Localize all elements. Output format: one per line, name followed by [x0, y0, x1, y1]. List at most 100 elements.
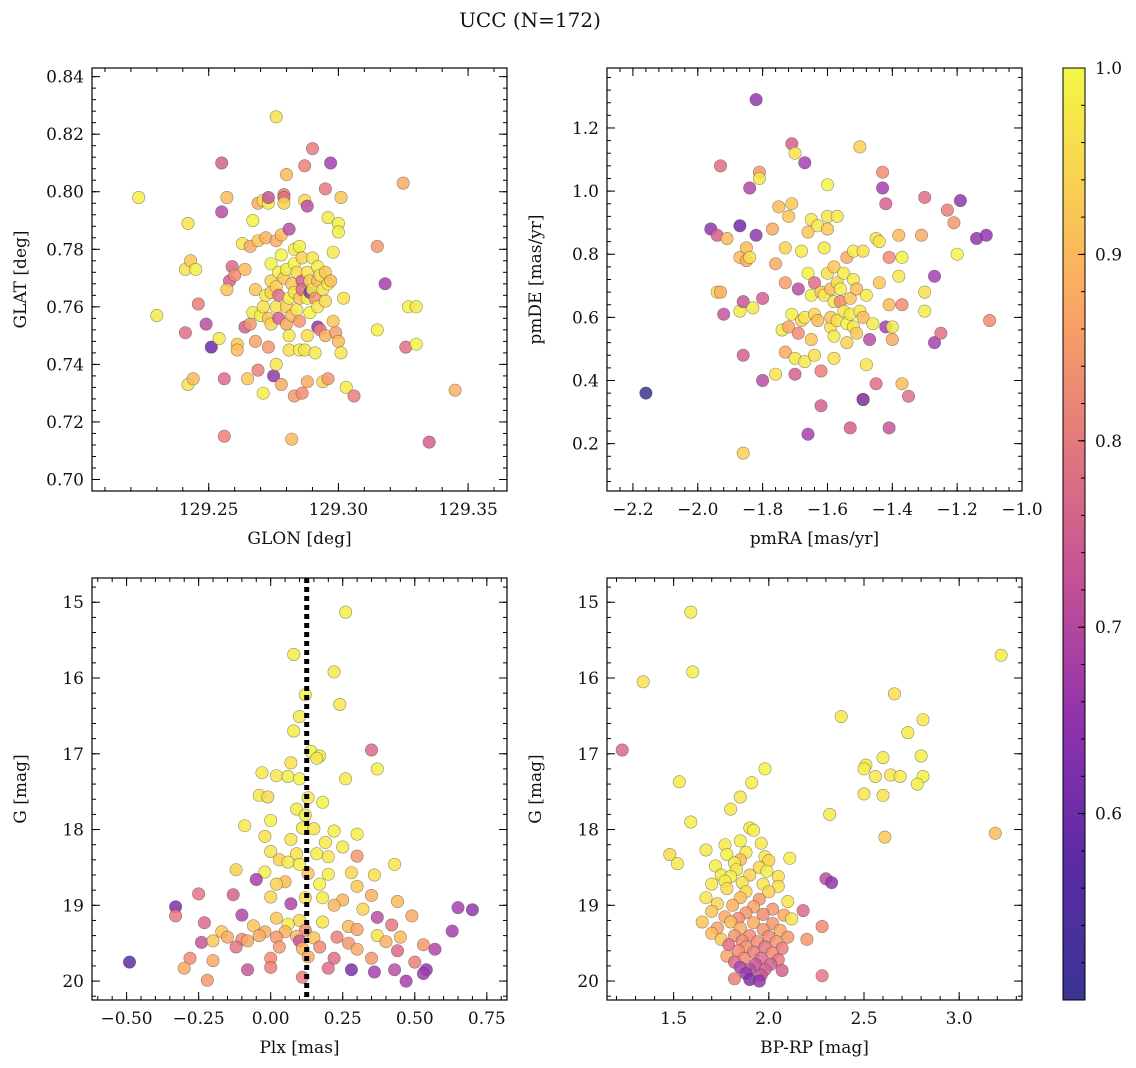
data-point [988, 826, 1002, 840]
data-point [183, 951, 197, 965]
data-point [226, 888, 240, 902]
data-point [699, 843, 713, 857]
x-tick-label: −1.8 [742, 500, 783, 520]
x-tick-label: −1.0 [1001, 500, 1042, 520]
scatter-panel-2: −2.2 −2.0 −1.8 −1.6 −1.4 −1.2 −1.0 0.2 0.4 0.6 0.8… [526, 67, 1043, 549]
data-point [284, 897, 298, 911]
data-point [316, 795, 330, 809]
data-point [261, 191, 275, 205]
data-point [327, 951, 341, 965]
data-point [781, 930, 795, 944]
data-point [284, 756, 298, 770]
data-point [313, 877, 327, 891]
y-tick-label: 0.6 [572, 308, 599, 328]
data-point [261, 790, 275, 804]
data-point [914, 749, 928, 763]
colorbar-gradient [1062, 67, 1086, 1001]
data-point [856, 244, 870, 258]
data-point [428, 942, 442, 956]
data-point [181, 216, 195, 230]
data-point [670, 857, 684, 871]
data-point [246, 919, 260, 933]
data-point [876, 181, 890, 195]
data-point [177, 961, 191, 975]
data-point [370, 239, 384, 253]
y-tick-label: 16 [62, 669, 84, 689]
scatter-panel-3: −0.50 −0.25 0.00 0.25 0.50 0.75 15 16 17 18 19 20 Pl… [11, 577, 508, 1058]
y-tick-label: 0.78 [46, 240, 84, 260]
data-point [238, 819, 252, 833]
data-point [269, 110, 283, 124]
x-tick-label: 129.30 [309, 500, 368, 520]
data-point [857, 762, 871, 776]
data-point [814, 364, 828, 378]
data-point [292, 772, 306, 786]
data-point [879, 197, 893, 211]
data-point [801, 427, 815, 441]
data-point [887, 687, 901, 701]
data-point [758, 762, 772, 776]
data-point [279, 168, 293, 182]
data-point [256, 386, 270, 400]
y-tick-label: 17 [577, 745, 599, 765]
y-tick-label: 0.4 [572, 372, 599, 392]
data-point [310, 751, 324, 765]
colorbar: 0.6 0.7 0.8 0.9 1.0 [1062, 59, 1122, 1001]
data-point [825, 876, 839, 890]
figure-title: UCC (N=172) [459, 8, 601, 32]
data-point [901, 726, 915, 740]
data-point [215, 156, 229, 170]
data-point [840, 336, 854, 350]
data-point [282, 222, 296, 236]
data-point [639, 386, 653, 400]
data-point [872, 235, 886, 249]
data-point [857, 787, 871, 801]
data-point [713, 159, 727, 173]
data-point [292, 710, 306, 724]
data-point [318, 182, 332, 196]
x-tick-label: 129.25 [179, 500, 238, 520]
data-point [807, 348, 821, 362]
x-tick-label: −1.6 [807, 500, 848, 520]
y-tick-label: 0.70 [46, 470, 84, 490]
plot-frame [91, 67, 508, 492]
data-point [249, 872, 263, 886]
data-point [258, 829, 272, 843]
data-point [199, 317, 213, 331]
data-point [749, 93, 763, 107]
data-point [132, 191, 146, 205]
data-point [274, 248, 288, 262]
data-point [388, 963, 402, 977]
data-point [856, 310, 870, 324]
data-point [287, 647, 301, 661]
data-point [895, 377, 909, 391]
data-point [390, 944, 404, 958]
y-axis-label: GLAT [deg] [11, 230, 31, 328]
data-point [752, 974, 766, 988]
data-point [791, 282, 805, 296]
data-point [327, 898, 341, 912]
data-point [269, 769, 283, 783]
data-point [255, 766, 269, 780]
data-point [321, 372, 335, 386]
data-point [238, 262, 252, 276]
y-tick-label: 0.80 [46, 183, 84, 203]
data-point [195, 935, 209, 949]
data-point [885, 332, 899, 346]
data-point [983, 313, 997, 327]
data-point [252, 929, 266, 943]
data-point [927, 336, 941, 350]
data-point [695, 915, 709, 929]
data-point [918, 190, 932, 204]
data-point [217, 372, 231, 386]
data-point [285, 432, 299, 446]
data-point [123, 955, 137, 969]
data-point [416, 966, 430, 980]
data-point [815, 969, 829, 983]
x-tick-label: −0.50 [101, 1009, 153, 1029]
data-point [794, 244, 808, 258]
data-point [230, 343, 244, 357]
x-tick-label: 129.35 [438, 500, 497, 520]
data-point [785, 197, 799, 211]
data-point [882, 298, 896, 312]
